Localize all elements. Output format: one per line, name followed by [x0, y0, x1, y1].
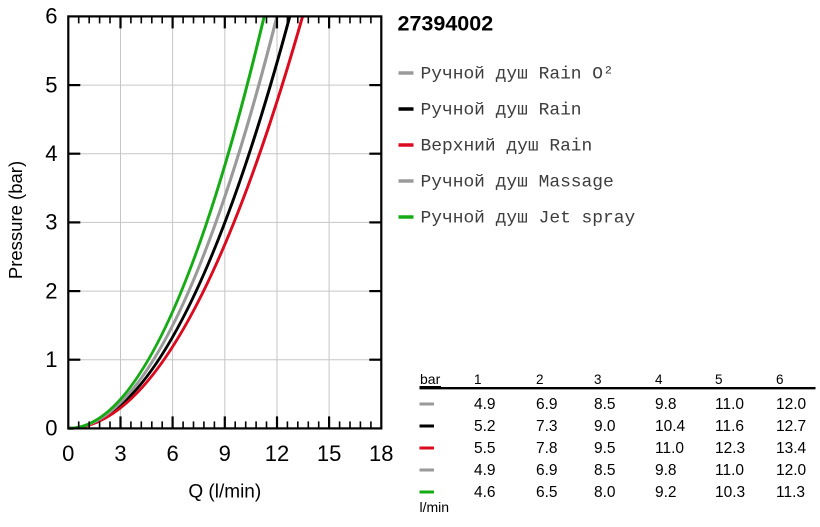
svg-text:15: 15: [317, 441, 341, 466]
svg-text:9.5: 9.5: [594, 440, 616, 457]
svg-text:27394002: 27394002: [398, 12, 494, 36]
svg-text:9.8: 9.8: [655, 396, 677, 413]
svg-text:5.2: 5.2: [474, 418, 496, 435]
svg-text:6: 6: [776, 372, 784, 387]
svg-text:Верхний душ Rain: Верхний душ Rain: [421, 137, 593, 157]
svg-text:9.2: 9.2: [655, 484, 677, 501]
svg-text:1: 1: [474, 372, 482, 387]
svg-text:8.5: 8.5: [594, 396, 616, 413]
svg-text:10.4: 10.4: [655, 418, 686, 435]
svg-text:12.0: 12.0: [776, 396, 807, 413]
svg-text:7.8: 7.8: [536, 440, 558, 457]
svg-text:0: 0: [62, 441, 74, 466]
svg-text:5.5: 5.5: [474, 440, 496, 457]
svg-text:2: 2: [45, 278, 57, 303]
svg-text:12.7: 12.7: [776, 418, 806, 435]
svg-text:6.9: 6.9: [536, 396, 558, 413]
svg-text:Ручной душ Jet spray: Ручной душ Jet spray: [421, 209, 636, 229]
svg-text:Ручной душ Rain: Ручной душ Rain: [421, 101, 582, 121]
svg-text:8.5: 8.5: [594, 462, 616, 479]
svg-text:13.4: 13.4: [776, 440, 807, 457]
svg-text:6: 6: [166, 441, 178, 466]
svg-text:11.0: 11.0: [715, 396, 744, 413]
svg-text:Pressure (bar): Pressure (bar): [5, 161, 26, 279]
svg-text:18: 18: [369, 441, 393, 466]
svg-text:l/min: l/min: [420, 499, 450, 515]
svg-text:6.9: 6.9: [536, 462, 558, 479]
svg-text:Q (l/min): Q (l/min): [188, 482, 261, 503]
svg-text:5: 5: [45, 72, 57, 97]
svg-text:6.5: 6.5: [536, 484, 558, 501]
svg-text:9: 9: [219, 441, 231, 466]
svg-text:Ручной душ Massage: Ручной душ Massage: [421, 173, 614, 193]
svg-text:3: 3: [45, 210, 57, 235]
svg-text:4.6: 4.6: [474, 484, 496, 501]
svg-text:9.0: 9.0: [594, 418, 616, 435]
svg-text:4: 4: [655, 372, 663, 387]
svg-text:11.3: 11.3: [776, 484, 805, 501]
svg-text:0: 0: [45, 416, 57, 441]
svg-text:bar: bar: [420, 371, 441, 387]
svg-text:10.3: 10.3: [715, 484, 745, 501]
svg-text:9.8: 9.8: [655, 462, 677, 479]
svg-text:8.0: 8.0: [594, 484, 616, 501]
svg-text:3: 3: [594, 372, 602, 387]
svg-text:11.0: 11.0: [655, 440, 684, 457]
svg-text:5: 5: [715, 372, 723, 387]
svg-text:2: 2: [536, 372, 544, 387]
svg-text:12.0: 12.0: [776, 462, 807, 479]
svg-text:11.0: 11.0: [715, 462, 744, 479]
svg-text:4: 4: [45, 141, 57, 166]
svg-text:4.9: 4.9: [474, 396, 496, 413]
svg-text:12: 12: [265, 441, 289, 466]
svg-text:12.3: 12.3: [715, 440, 745, 457]
svg-text:11.6: 11.6: [715, 418, 744, 435]
svg-text:1: 1: [45, 347, 57, 372]
svg-text:3: 3: [114, 441, 126, 466]
svg-text:4.9: 4.9: [474, 462, 496, 479]
svg-text:6: 6: [45, 4, 57, 29]
svg-text:Ручной душ Rain O²: Ручной душ Rain O²: [421, 65, 614, 85]
svg-text:7.3: 7.3: [536, 418, 558, 435]
